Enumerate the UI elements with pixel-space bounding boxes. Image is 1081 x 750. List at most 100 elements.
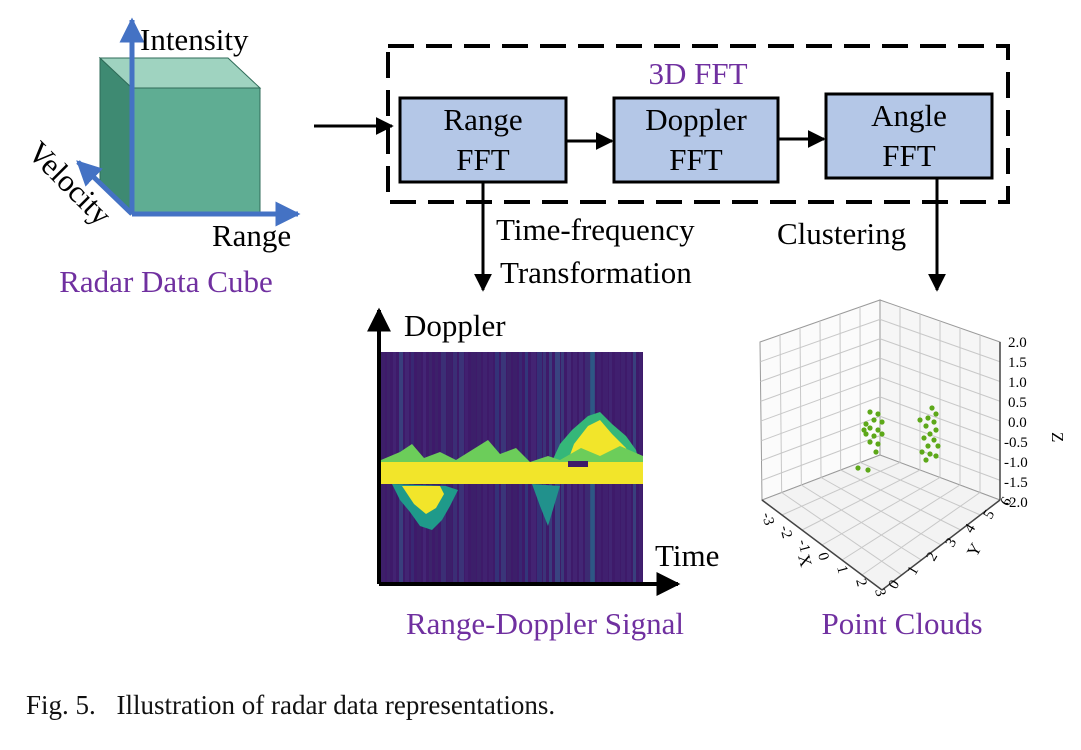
angle-fft-line1: Angle (871, 98, 947, 133)
x-tick: 0 (814, 551, 831, 562)
grid-line (761, 435, 881, 481)
x-tick: -1 (794, 538, 813, 554)
heatmap-band-edge (381, 440, 643, 462)
time-frequency-label-line2: Transformation (500, 255, 692, 290)
fft-group-border (386, 44, 1010, 204)
grid-line (760, 357, 881, 402)
point-cloud-point (863, 421, 869, 427)
figure-number: Fig. 5. (26, 690, 96, 720)
point-cloud-point (919, 449, 925, 455)
point-cloud-point (923, 423, 929, 429)
point-cloud-point (873, 449, 879, 455)
doppler-fft-line1: Doppler (645, 102, 747, 137)
point-cloud-point (927, 451, 933, 457)
z-tick: -1.0 (1004, 455, 1028, 471)
radar-data-cube-label: Radar Data Cube (59, 264, 272, 299)
point-cloud-point (875, 427, 881, 433)
z-tick: -1.5 (1004, 475, 1028, 491)
y-axis-title: Y (963, 540, 986, 560)
heatmap-zero-doppler-band (381, 462, 643, 484)
point-cloud-point (865, 467, 871, 473)
time-axis-label: Time (655, 538, 719, 573)
point-cloud-point (927, 431, 933, 437)
angle-fft-box: Angle FFT (824, 92, 994, 180)
x-tick: -3 (758, 511, 777, 527)
y-tick: 5 (981, 508, 999, 522)
z-tick: -0.5 (1004, 435, 1028, 451)
radar-data-cube (76, 17, 301, 227)
z-tick: -2.0 (1004, 495, 1028, 511)
point-cloud-points (855, 405, 941, 473)
point-cloud-point (933, 427, 939, 433)
point-cloud-point (931, 437, 937, 443)
velocity-axis (76, 160, 134, 216)
z-axis-title: Z (1048, 432, 1067, 442)
point-cloud-point (855, 465, 861, 471)
z-tick: 2.0 (1008, 335, 1027, 351)
z-tick: 0.5 (1008, 395, 1027, 411)
clustering-label: Clustering (777, 216, 906, 251)
range-fft-line2: FFT (456, 142, 509, 177)
angle-fft-line2: FFT (882, 138, 935, 173)
grid-line (760, 318, 881, 363)
grid-line (860, 462, 981, 516)
point-cloud-point (867, 409, 873, 415)
x-axis-title: X (794, 552, 816, 569)
point-cloud-point (931, 419, 937, 425)
grid-line (879, 357, 1001, 402)
point-cloud-point (871, 433, 877, 439)
point-cloud-point (875, 411, 881, 417)
fft-group-label: 3D FFT (648, 56, 747, 91)
cube-front-face (131, 87, 261, 215)
point-cloud-point (929, 405, 935, 411)
intensity-axis-label: Intensity (140, 22, 249, 57)
point-cloud-point (923, 457, 929, 463)
figure-caption: Fig. 5. Illustration of radar data repre… (26, 690, 555, 721)
point-cloud-point (879, 431, 885, 437)
heatmap-lower-core (402, 486, 444, 514)
range-doppler-heatmap (381, 352, 643, 584)
point-cloud-point (871, 417, 877, 423)
point-cloud-point (933, 411, 939, 417)
point-cloud-point (863, 431, 869, 437)
point-cloud-point (933, 453, 939, 459)
doppler-axis-label: Doppler (404, 308, 506, 343)
x-tick: 1 (833, 564, 850, 575)
point-cloud-point (867, 439, 873, 445)
point-cloud-point (867, 425, 873, 431)
point-cloud-point (925, 415, 931, 421)
time-frequency-label-line1: Time-frequency (496, 212, 695, 247)
range-doppler-label: Range-Doppler Signal (406, 606, 684, 641)
z-tick: 1.0 (1008, 375, 1027, 391)
point-cloud-plot: 2.0 1.5 1.0 0.5 0.0 -0.5 -1.0 -1.5 -2.0 … (758, 299, 1067, 598)
grid-lines (760, 306, 1001, 576)
heatmap-dip (532, 484, 560, 526)
doppler-fft-box: Doppler FFT (612, 96, 780, 184)
grid-line (760, 338, 881, 382)
point-cloud-point (875, 441, 881, 447)
point-clouds-label: Point Clouds (821, 606, 982, 641)
point-cloud-point (879, 419, 885, 425)
point-cloud-point (925, 443, 931, 449)
grid-line (879, 318, 1001, 363)
doppler-fft-line2: FFT (669, 142, 722, 177)
grid-line (879, 435, 1001, 481)
range-axis-label: Range (212, 218, 291, 253)
z-tick: 0.0 (1008, 415, 1027, 431)
figure-caption-text: Illustration of radar data representatio… (116, 690, 556, 720)
range-fft-line1: Range (443, 102, 522, 137)
z-tick: 1.5 (1008, 355, 1027, 371)
x-tick: 3 (871, 587, 888, 598)
grid-line (879, 338, 1001, 382)
x-tick: -2 (776, 524, 795, 540)
grid-line (761, 415, 881, 461)
grid-line (760, 377, 881, 422)
point-cloud-point (921, 435, 927, 441)
grid-line (879, 377, 1001, 422)
point-cloud-point (917, 417, 923, 423)
heatmap-notch (568, 461, 588, 467)
grid-line (761, 396, 881, 442)
range-fft-box: Range FFT (398, 96, 568, 184)
grid-line (879, 396, 1001, 442)
